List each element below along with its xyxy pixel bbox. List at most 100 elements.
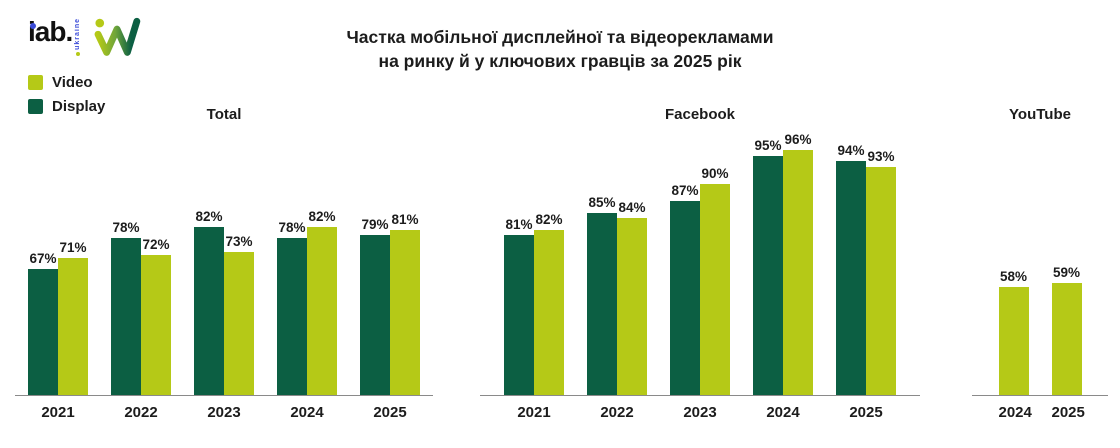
bar-video-2022 [617, 218, 647, 395]
page-title-line2: на ринку й у ключових гравців за 2025 рі… [378, 51, 742, 71]
video-swatch-icon [28, 75, 43, 90]
value-label-display-2021: 67% [29, 251, 57, 266]
bar-column-display-2022: 85% [587, 195, 617, 395]
plot-area-total: 67% 71% 78% 72% 82% 73% 78% 82% 79% 81% [15, 146, 433, 396]
value-label-video-2023: 90% [701, 166, 729, 182]
value-label-display-2025: 79% [361, 217, 389, 233]
value-label-display-2025: 94% [837, 143, 865, 159]
bar-column-video-2023: 73% [224, 234, 254, 395]
iab-ukraine-logo: iab. ukraine [28, 12, 82, 56]
bar-video-2023 [700, 184, 730, 395]
bar-video-2025 [866, 167, 896, 395]
bar-cluster-2022: 78% 72% [111, 220, 171, 395]
year-label-2023: 2023 [683, 404, 717, 421]
iab-logo-text: iab. [28, 16, 73, 47]
bar-video-2024 [998, 287, 1029, 395]
year-label-2024: 2024 [998, 404, 1032, 421]
bar-column-display-2021: 67% [28, 251, 58, 395]
bar-cluster-2024: 78% 82% [277, 209, 337, 395]
bar-column-display-2022: 78% [111, 220, 141, 395]
bar-display-2024 [753, 155, 783, 395]
plot-area-youtube: 58% 59% [972, 146, 1108, 396]
bar-cluster-2021: 67% 71% [28, 240, 88, 395]
chart-group-total: Total 67% 71% 78% 72% 82% 73% 78% 82% 79% 81% 202… [15, 105, 433, 421]
inweb-logo [92, 14, 142, 63]
bar-cluster-2021: 81% 82% [504, 212, 564, 395]
page-title-line1: Частка мобільної дисплейної та відеорекл… [346, 27, 774, 47]
x-axis-labels-total: 2021 2022 2023 2024 2025 [15, 396, 433, 421]
display-swatch-icon [28, 99, 43, 114]
bar-display-2021 [504, 235, 534, 395]
bar-cluster-2024: 58% [998, 269, 1029, 395]
bar-video-2022 [141, 255, 171, 395]
value-label-video-2023: 73% [225, 234, 253, 250]
year-label-2022: 2022 [124, 404, 158, 421]
chart-title-facebook: Facebook [664, 106, 736, 123]
inweb-w-icon [94, 17, 141, 56]
bar-video-2025 [390, 229, 420, 395]
bar-column-video-2023: 90% [700, 166, 730, 395]
iab-blue-dot-icon [30, 23, 36, 29]
chart-group-facebook: Facebook 81% 82% 85% 84% 87% 90% 95% 96% 94% 93% … [480, 105, 920, 421]
value-label-display-2021: 81% [505, 217, 533, 233]
bar-cluster-2023: 87% 90% [670, 166, 730, 395]
year-label-2025: 2025 [849, 404, 883, 421]
bar-column-video-2025: 81% [390, 212, 420, 395]
bar-cluster-2024: 95% 96% [753, 132, 813, 395]
bar-video-2021 [534, 229, 564, 395]
year-label-2024: 2024 [290, 404, 324, 421]
chart-title-total: Total [206, 106, 242, 123]
bar-column-display-2023: 82% [194, 209, 224, 395]
value-label-video-2024: 58% [999, 269, 1028, 284]
bar-column-video-2021: 82% [534, 212, 564, 395]
plot-area-facebook: 81% 82% 85% 84% 87% 90% 95% 96% 94% 93% [480, 132, 920, 396]
x-axis-labels-facebook: 2021 2022 2023 2024 2025 [480, 396, 920, 421]
value-label-display-2023: 82% [195, 209, 223, 224]
iab-vertical-wordmark: ukraine [74, 12, 82, 56]
bar-video-2024 [307, 227, 337, 395]
value-label-video-2021: 82% [535, 211, 563, 227]
value-label-video-2025: 93% [867, 149, 895, 164]
value-label-video-2025: 81% [391, 211, 419, 227]
legend-item-display: Display [28, 98, 105, 115]
value-label-video-2024: 96% [784, 131, 812, 147]
bar-column-display-2025: 94% [836, 143, 866, 395]
legend: Video Display [28, 74, 105, 115]
bar-column-video-2021: 71% [58, 240, 88, 395]
bar-column-video-2024: 96% [783, 132, 813, 395]
bar-display-2025 [360, 235, 390, 395]
year-label-2025: 2025 [1051, 404, 1085, 421]
bar-display-2022 [111, 238, 141, 395]
bar-cluster-2025: 94% 93% [836, 143, 896, 395]
year-label-2021: 2021 [41, 404, 75, 421]
bar-cluster-2025: 59% [1051, 265, 1082, 395]
bar-column-video-2025: 59% [1051, 265, 1082, 395]
bar-display-2023 [194, 227, 224, 395]
bar-display-2025 [836, 161, 866, 395]
year-label-2025: 2025 [373, 404, 407, 421]
value-label-video-2025: 59% [1052, 265, 1081, 280]
bar-cluster-2025: 79% 81% [360, 212, 420, 395]
value-label-display-2024: 78% [278, 220, 306, 236]
value-label-video-2021: 71% [59, 239, 87, 255]
bar-column-video-2022: 84% [617, 200, 647, 395]
year-label-2024: 2024 [766, 404, 800, 421]
x-axis-labels-youtube: 2024 2025 [972, 396, 1108, 421]
bar-display-2024 [277, 238, 307, 395]
value-label-display-2022: 78% [112, 220, 140, 236]
bar-column-display-2024: 95% [753, 138, 783, 395]
bar-display-2021 [28, 269, 58, 395]
value-label-display-2022: 85% [588, 194, 616, 210]
bar-display-2023 [670, 201, 700, 395]
iab-green-dot-icon [76, 52, 81, 56]
bar-column-video-2025: 93% [866, 149, 896, 395]
bar-column-video-2024: 82% [307, 209, 337, 395]
bar-video-2021 [58, 257, 88, 395]
chart-group-youtube: YouTube 58% 59% 2024 2025 [972, 105, 1108, 421]
bar-display-2022 [587, 212, 617, 395]
value-label-video-2024: 82% [308, 209, 336, 224]
bar-video-2025 [1051, 283, 1082, 395]
bar-column-display-2025: 79% [360, 217, 390, 395]
bar-column-display-2021: 81% [504, 217, 534, 395]
